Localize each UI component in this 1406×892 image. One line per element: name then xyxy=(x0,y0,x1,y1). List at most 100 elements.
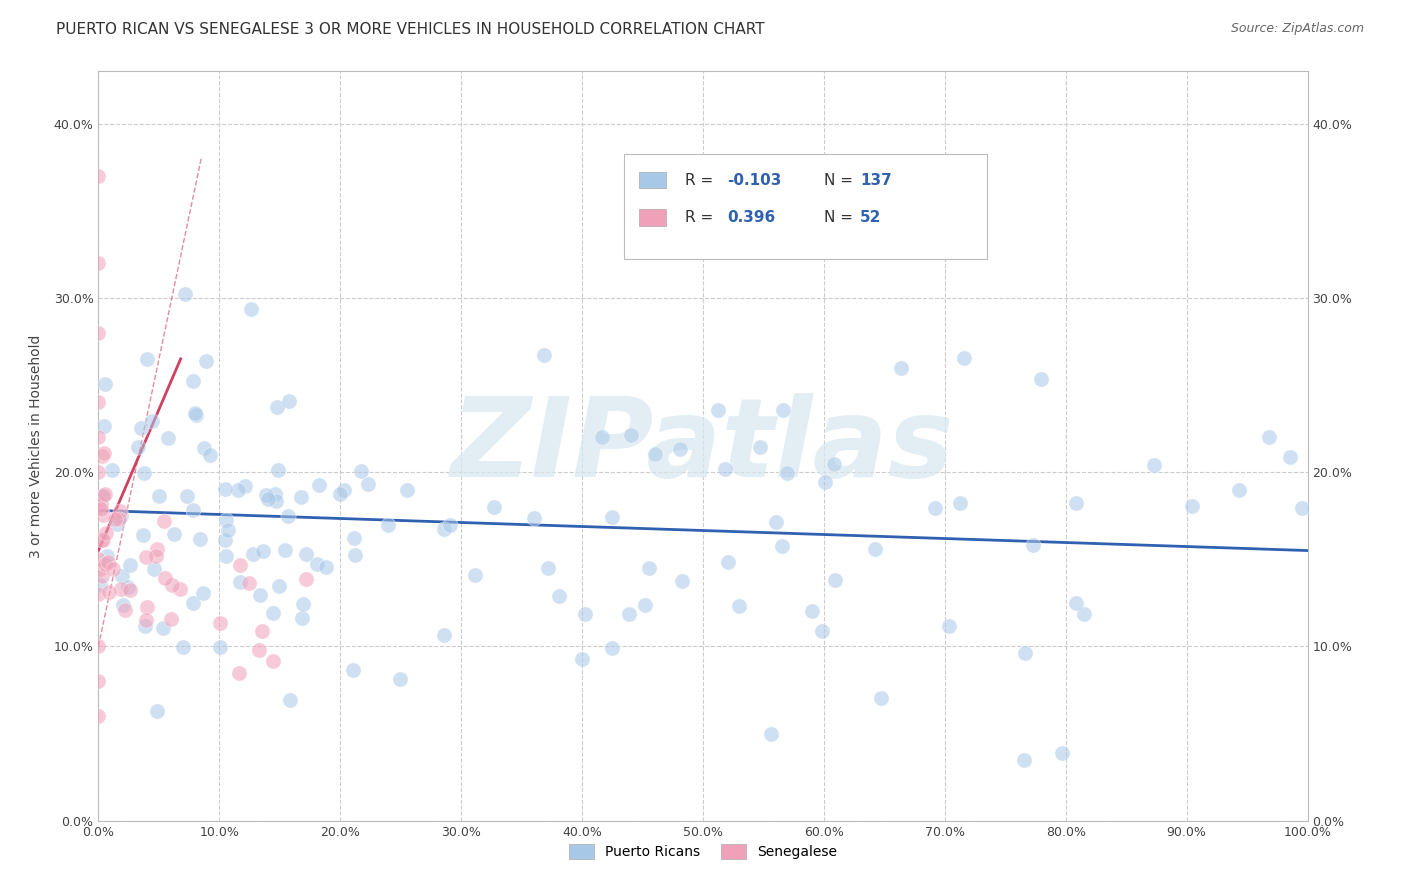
Point xyxy=(90,502,112,516)
Point xyxy=(87,674,110,689)
Point xyxy=(141,414,163,428)
Point xyxy=(145,541,167,556)
Point xyxy=(574,607,596,621)
Text: Source: ZipAtlas.com: Source: ZipAtlas.com xyxy=(1230,22,1364,36)
Point xyxy=(181,503,204,517)
Point xyxy=(229,574,252,589)
Point xyxy=(184,406,207,420)
Point xyxy=(800,604,823,618)
Text: 137: 137 xyxy=(860,172,891,187)
Point xyxy=(89,562,111,576)
FancyBboxPatch shape xyxy=(638,210,665,226)
Point xyxy=(637,560,659,574)
Point xyxy=(209,640,232,654)
Point xyxy=(90,533,112,547)
Point xyxy=(87,256,110,270)
Point xyxy=(134,619,156,633)
Point xyxy=(824,573,846,587)
Point xyxy=(290,490,312,504)
Point xyxy=(94,376,117,391)
Point xyxy=(924,501,946,516)
Point xyxy=(148,489,170,503)
Point xyxy=(97,555,120,569)
Point xyxy=(464,567,486,582)
Point xyxy=(1031,371,1053,385)
Point xyxy=(1291,501,1313,516)
Point xyxy=(329,487,352,501)
Point xyxy=(617,607,640,621)
Point xyxy=(277,509,299,524)
Point xyxy=(1073,607,1095,622)
Point xyxy=(484,500,506,515)
Point xyxy=(247,643,270,657)
Point xyxy=(869,690,891,705)
Point xyxy=(938,619,960,633)
Point xyxy=(770,539,793,553)
Point xyxy=(1278,450,1301,464)
Point xyxy=(91,489,114,503)
Point xyxy=(214,482,236,496)
Point xyxy=(87,552,110,566)
Point xyxy=(953,351,976,366)
Point xyxy=(214,533,236,547)
Point xyxy=(176,489,198,503)
Point xyxy=(356,476,378,491)
Point xyxy=(713,462,735,476)
Point xyxy=(634,599,657,613)
Point xyxy=(1022,538,1045,552)
Legend: Puerto Ricans, Senegalese: Puerto Ricans, Senegalese xyxy=(562,838,844,866)
Point xyxy=(669,442,692,457)
Point xyxy=(89,578,111,592)
Point xyxy=(727,599,749,613)
Point xyxy=(146,705,169,719)
Point xyxy=(110,582,132,596)
Point xyxy=(388,672,411,686)
Point xyxy=(315,560,337,574)
Point xyxy=(811,624,834,638)
Point xyxy=(215,549,238,564)
Point xyxy=(87,709,110,723)
Point xyxy=(266,401,288,415)
Point xyxy=(233,479,256,493)
Point xyxy=(343,549,366,563)
Point xyxy=(110,504,132,518)
Point xyxy=(620,427,643,442)
Point xyxy=(145,549,167,563)
Point xyxy=(295,572,318,586)
Point xyxy=(823,457,845,471)
Text: PUERTO RICAN VS SENEGALESE 3 OR MORE VEHICLES IN HOUSEHOLD CORRELATION CHART: PUERTO RICAN VS SENEGALESE 3 OR MORE VEH… xyxy=(56,22,765,37)
Point xyxy=(172,640,194,655)
Point xyxy=(1050,747,1073,761)
Point xyxy=(98,585,121,599)
Point xyxy=(277,393,299,408)
Point xyxy=(537,561,560,575)
Point xyxy=(159,611,181,625)
Point xyxy=(153,571,176,585)
Point xyxy=(135,599,157,614)
Point xyxy=(87,640,110,654)
Text: -0.103: -0.103 xyxy=(727,172,782,187)
Point xyxy=(169,582,191,597)
Point xyxy=(948,496,970,510)
Point xyxy=(238,575,260,590)
Point xyxy=(105,517,128,532)
Point xyxy=(1143,458,1166,473)
Text: 52: 52 xyxy=(860,210,882,225)
Point xyxy=(87,169,110,183)
Point xyxy=(91,533,114,547)
Point xyxy=(153,514,176,528)
Point xyxy=(267,463,290,477)
Point xyxy=(198,449,221,463)
Point xyxy=(717,555,740,569)
Point xyxy=(229,558,252,572)
Point xyxy=(93,446,115,460)
Point xyxy=(671,574,693,589)
Point xyxy=(195,353,218,368)
Point xyxy=(256,491,278,506)
Point xyxy=(759,727,782,741)
Point xyxy=(295,547,318,561)
Point xyxy=(262,607,284,621)
FancyBboxPatch shape xyxy=(638,172,665,188)
Point xyxy=(252,544,274,558)
Point xyxy=(181,374,204,388)
